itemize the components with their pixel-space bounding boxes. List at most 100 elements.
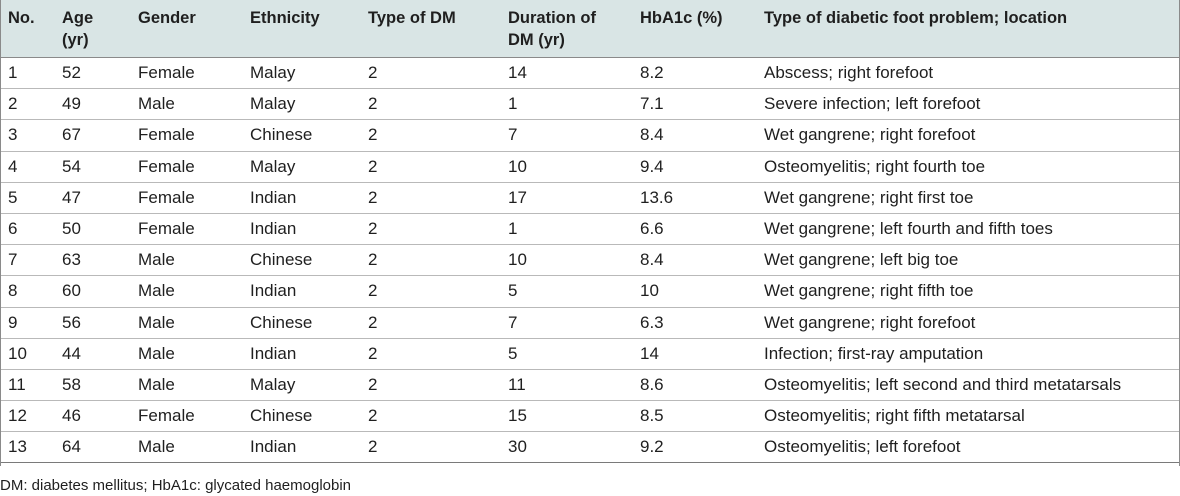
column-header: Type of DM (368, 0, 508, 58)
table-cell: 7 (0, 244, 62, 277)
table-cell: 63 (62, 244, 138, 277)
table-cell: Chinese (250, 119, 368, 152)
table-cell: 13 (0, 431, 62, 464)
table-body: 1 52 Female Malay 2 14 8.2 Abscess; right foref… (0, 57, 1179, 464)
table-cell: Female (138, 400, 250, 433)
table-cell: Indian (250, 275, 368, 308)
column-header: Gender (138, 0, 250, 58)
table-cell: 2 (368, 213, 508, 246)
table-cell: 15 (508, 400, 640, 433)
table-cell: 2 (368, 88, 508, 121)
table-cell: 8 (0, 275, 62, 308)
table-cell: Male (138, 275, 250, 308)
table-cell: Abscess; right forefoot (764, 57, 1179, 90)
table-cell: 2 (0, 88, 62, 121)
table-cell: 11 (508, 369, 640, 402)
table-cell: 67 (62, 119, 138, 152)
table-cell: 49 (62, 88, 138, 121)
table-cell: Osteomyelitis; right fourth toe (764, 151, 1179, 183)
table-cell: 5 (508, 275, 640, 308)
table-cell: 2 (368, 57, 508, 90)
table-cell: 52 (62, 57, 138, 90)
table-cell: 47 (62, 182, 138, 214)
column-header-text: Gender (138, 9, 196, 27)
table-row: 13 64 Male Indian 2 30 9.2 Osteomyelitis; left … (0, 431, 1179, 464)
table-cell: 2 (368, 182, 508, 214)
table-cell: Chinese (250, 244, 368, 277)
table-cell: 60 (62, 275, 138, 308)
table-footnote: DM: diabetes mellitus; HbA1c: glycated h… (0, 477, 352, 494)
table-cell: 5 (0, 182, 62, 214)
table-cell: Osteomyelitis; left forefoot (764, 431, 1179, 464)
table-cell: Female (138, 119, 250, 152)
table-cell: 30 (508, 431, 640, 464)
table-cell: 6.6 (640, 213, 764, 246)
table-cell: Female (138, 213, 250, 246)
table-cell: 8.6 (640, 369, 764, 402)
table-cell: 8.4 (640, 119, 764, 152)
table-cell: Wet gangrene; left big toe (764, 244, 1179, 277)
table-cell: 2 (368, 369, 508, 402)
table-cell: Chinese (250, 400, 368, 433)
table-cell: 1 (508, 88, 640, 121)
table-cell: 64 (62, 431, 138, 464)
column-header: Ethnicity (250, 0, 368, 58)
table-cell: 2 (368, 275, 508, 308)
table-cell: Male (138, 369, 250, 402)
table-cell: Wet gangrene; right fifth toe (764, 275, 1179, 308)
table-cell: 8.5 (640, 400, 764, 433)
table-cell: Severe infection; left forefoot (764, 88, 1179, 121)
table-cell: 10 (508, 244, 640, 277)
table-cell: 4 (0, 151, 62, 183)
table-cell: Malay (250, 88, 368, 121)
table-cell: 6 (0, 213, 62, 246)
table-cell: Male (138, 338, 250, 370)
column-header-text: Duration of (508, 9, 596, 27)
table-row: 5 47 Female Indian 2 17 13.6 Wet gangrene; righ… (0, 182, 1179, 214)
table-cell: 1 (0, 57, 62, 90)
table-cell: 1 (508, 213, 640, 246)
column-header-text: Age (62, 9, 94, 27)
table-cell: Male (138, 244, 250, 277)
column-header: No. (0, 0, 62, 58)
table-row: 2 49 Male Malay 2 1 7.1 Severe infection; left … (0, 88, 1179, 121)
table-cell: Osteomyelitis; left second and third met… (764, 369, 1179, 402)
column-header: Age (yr) (62, 0, 138, 58)
table-cell: 7 (508, 307, 640, 339)
table-header-row: No. Age (yr) Gender Ethnicity Type of DM Durat… (0, 0, 1179, 58)
table-cell: 13.6 (640, 182, 764, 214)
table-cell: 54 (62, 151, 138, 183)
column-header-text: Ethnicity (250, 9, 320, 27)
column-header-text: DM (yr) (508, 31, 565, 49)
table-row: 3 67 Female Chinese 2 7 8.4 Wet gangrene; right… (0, 119, 1179, 152)
column-header-text: HbA1c (%) (640, 9, 723, 27)
table-cell: 8.4 (640, 244, 764, 277)
table-row: 8 60 Male Indian 2 5 10 Wet gangrene; right fif… (0, 275, 1179, 308)
table-cell: Female (138, 182, 250, 214)
table-cell: 6.3 (640, 307, 764, 339)
table-cell: 56 (62, 307, 138, 339)
table-cell: 10 (0, 338, 62, 370)
table-cell: Wet gangrene; right forefoot (764, 119, 1179, 152)
table-cell: Wet gangrene; right first toe (764, 182, 1179, 214)
table-cell: Wet gangrene; right forefoot (764, 307, 1179, 339)
table-cell: Indian (250, 213, 368, 246)
table-cell: 14 (508, 57, 640, 90)
table-cell: 10 (508, 151, 640, 183)
table-cell: 44 (62, 338, 138, 370)
table-cell: 50 (62, 213, 138, 246)
column-header: HbA1c (%) (640, 0, 764, 58)
table-cell: 2 (368, 400, 508, 433)
table-row: 4 54 Female Malay 2 10 9.4 Osteomyelitis; right… (0, 151, 1179, 183)
table-cell: 2 (368, 431, 508, 464)
table-cell: 8.2 (640, 57, 764, 90)
table-cell: Wet gangrene; left fourth and fifth toes (764, 213, 1179, 246)
table-row: 9 56 Male Chinese 2 7 6.3 Wet gangrene; right f… (0, 307, 1179, 339)
table-cell: 5 (508, 338, 640, 370)
column-header-text: Type of DM (368, 9, 456, 27)
table-cell: 3 (0, 119, 62, 152)
table-cell: Osteomyelitis; right fifth metatarsal (764, 400, 1179, 433)
table-row: 11 58 Male Malay 2 11 8.6 Osteomyelitis; left s… (0, 369, 1179, 402)
column-header-text: (yr) (62, 31, 89, 49)
